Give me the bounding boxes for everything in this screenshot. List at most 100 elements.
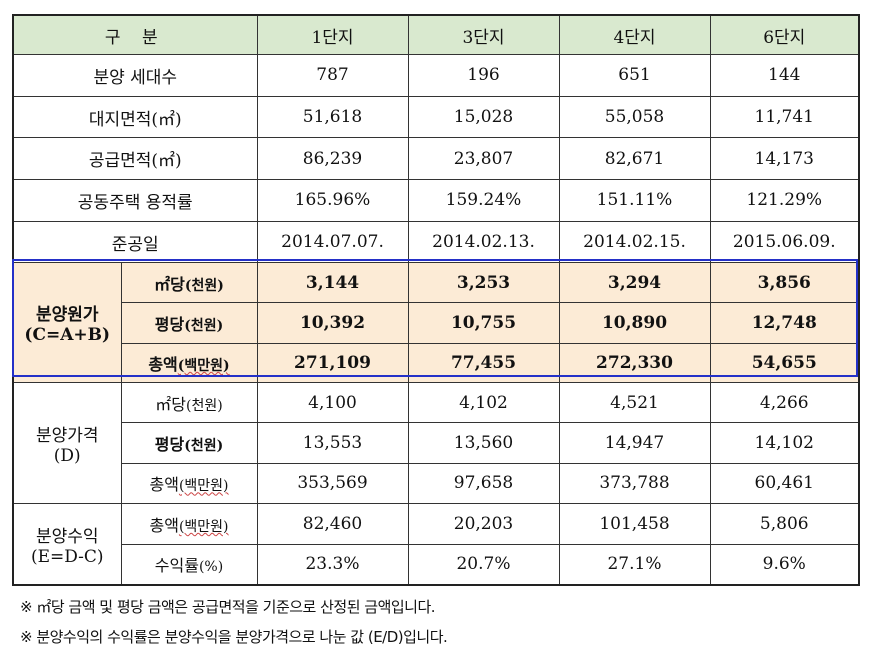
row-cost-total: 총액(백만원) 271,109 77,455 272,330 54,655 [13, 342, 860, 384]
sub-label: 총액(백만원) [120, 462, 258, 505]
sub-label-unit: (%) [198, 559, 224, 576]
header-complex-4: 4단지 [558, 14, 711, 56]
cell: 9.6% [709, 543, 860, 586]
sub-label: 수익률(%) [120, 543, 258, 586]
sub-label-main: ㎡당 [155, 394, 187, 414]
cell: 54,655 [709, 342, 860, 384]
cell: 82,671 [558, 137, 711, 181]
sub-label: ㎡당(천원) [120, 382, 258, 423]
cell: 10,755 [407, 302, 560, 344]
row-label: 분양 세대수 [12, 54, 258, 97]
profit-group-label-line1: 분양수익 [35, 526, 99, 547]
row-profit-total: 분양수익 (E=D-C) 총액(백만원) 82,460 20,203 101,4… [12, 503, 860, 586]
cell: 2014.07.07. [256, 220, 409, 264]
header-complex-1: 1단지 [256, 14, 409, 56]
row-cost-per-pyeong: 평당(천원) 10,392 10,755 10,890 12,748 [13, 302, 860, 344]
cell: 86,239 [256, 137, 409, 181]
cell: 23,807 [407, 137, 560, 181]
cell: 272,330 [558, 342, 711, 384]
cost-group-label: 분양원가 (C=A+B) [12, 262, 122, 384]
row-supply-area: 공급면적(㎡) 86,239 23,807 82,671 14,173 [12, 137, 860, 181]
sub-label-main: 총액 [149, 475, 179, 495]
cell: 15,028 [407, 95, 560, 139]
sub-label-unit: (천원) [186, 397, 223, 414]
cell: 165.96% [256, 179, 409, 222]
header-row: 구 분 1단지 3단지 4단지 6단지 [12, 14, 860, 56]
cell: 23.3% [256, 543, 409, 586]
price-group-label-line1: 분양가격 [35, 425, 99, 446]
sub-label-unit: (천원) [184, 277, 224, 294]
cost-group-label-line1: 분양원가 [35, 305, 99, 326]
cell: 20.7% [407, 543, 560, 586]
sub-label: 평당(천원) [120, 302, 258, 344]
cell: 14,102 [709, 421, 860, 464]
cell: 51,618 [256, 95, 409, 139]
row-completion-date: 준공일 2014.07.07. 2014.02.13. 2014.02.15. … [12, 220, 860, 264]
sub-label-unit: (백만원) [178, 478, 229, 495]
cell: 97,658 [407, 462, 560, 505]
price-group-label-line2: (D) [53, 445, 81, 466]
cell: 11,741 [709, 95, 860, 139]
sub-label: 총액(백만원) [120, 342, 258, 384]
cell: 13,560 [407, 421, 560, 464]
cell: 5,806 [709, 503, 860, 545]
row-price-total: 총액(백만원) 353,569 97,658 373,788 60,461 [13, 462, 860, 505]
apartment-sales-table: 구 분 1단지 3단지 4단지 6단지 분양 세대수 787 196 651 1… [12, 14, 860, 586]
footnote-1: ※ ㎡당 금액 및 평당 금액은 공급면적을 기준으로 산정된 금액입니다. [20, 598, 436, 616]
sub-label-main: 수익률 [154, 556, 199, 576]
sub-label-unit: (백만원) [178, 519, 229, 536]
sub-label: ㎡당(천원) [120, 262, 258, 304]
footnote-2: ※ 분양수익의 수익률은 분양수익을 분양가격으로 나눈 값 (E/D)입니다. [20, 628, 448, 646]
cell: 10,392 [256, 302, 409, 344]
row-label: 공급면적(㎡) [12, 137, 258, 181]
row-label: 준공일 [12, 220, 258, 264]
cell: 196 [407, 54, 560, 97]
price-group-label: 분양가격 (D) [12, 382, 122, 505]
row-land-area: 대지면적(㎡) 51,618 15,028 55,058 11,741 [12, 95, 860, 139]
row-price-per-sqm: 분양가격 (D) ㎡당(천원) 4,100 4,102 4,521 4,266 [12, 382, 860, 505]
cell: 2014.02.13. [407, 220, 560, 264]
cell: 13,553 [256, 421, 409, 464]
cell: 14,947 [558, 421, 711, 464]
sub-label-main: ㎡당 [154, 274, 185, 294]
header-category: 구 분 [12, 14, 258, 56]
cell: 271,109 [256, 342, 409, 384]
sub-label-main: 평당 [154, 314, 185, 334]
cell: 14,173 [709, 137, 860, 181]
profit-group-label-line2: (E=D-C) [30, 546, 104, 567]
cell: 787 [256, 54, 409, 97]
footnotes: ※ ㎡당 금액 및 평당 금액은 공급면적을 기준으로 산정된 금액입니다. ※… [20, 592, 448, 652]
header-complex-3: 3단지 [407, 14, 560, 56]
cell: 151.11% [558, 179, 711, 222]
row-label: 공동주택 용적률 [12, 179, 258, 222]
cell: 10,890 [558, 302, 711, 344]
cell: 144 [709, 54, 860, 97]
cell: 4,521 [558, 382, 711, 423]
cell: 4,100 [256, 382, 409, 423]
sub-label-main: 총액 [148, 354, 178, 374]
row-label: 대지면적(㎡) [12, 95, 258, 139]
cell: 353,569 [256, 462, 409, 505]
sub-label: 총액(백만원) [120, 503, 258, 545]
cell: 12,748 [709, 302, 860, 344]
row-cost-per-sqm: 분양원가 (C=A+B) ㎡당(천원) 3,144 3,253 3,294 3,… [12, 262, 860, 384]
cell: 4,102 [407, 382, 560, 423]
cell: 651 [558, 54, 711, 97]
sub-label-unit: (천원) [184, 317, 224, 334]
header-complex-6: 6단지 [709, 14, 860, 56]
cell: 373,788 [558, 462, 711, 505]
cell: 2015.06.09. [709, 220, 860, 264]
cell: 27.1% [558, 543, 711, 586]
cell: 2014.02.15. [558, 220, 711, 264]
cell: 20,203 [407, 503, 560, 545]
cell: 121.29% [709, 179, 860, 222]
row-floor-area-ratio: 공동주택 용적률 165.96% 159.24% 151.11% 121.29% [12, 179, 860, 222]
sub-label: 평당(천원) [120, 421, 258, 464]
cell: 82,460 [256, 503, 409, 545]
cell: 3,294 [558, 262, 711, 304]
row-profit-rate: 수익률(%) 23.3% 20.7% 27.1% 9.6% [13, 543, 860, 586]
cell: 77,455 [407, 342, 560, 384]
row-households: 분양 세대수 787 196 651 144 [12, 54, 860, 97]
cell: 159.24% [407, 179, 560, 222]
sub-label-main: 평당 [154, 434, 185, 454]
